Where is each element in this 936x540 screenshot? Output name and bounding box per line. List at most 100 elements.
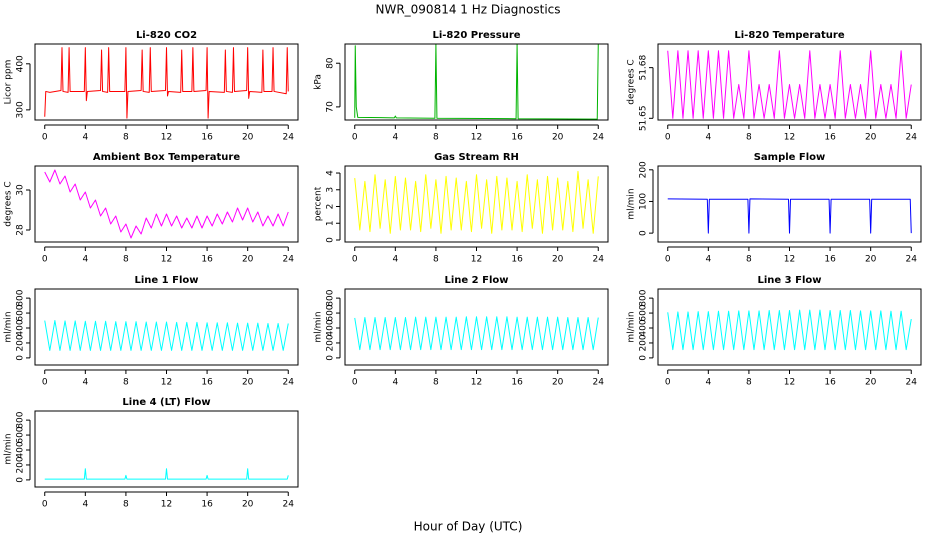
y-tick-label: 2: [326, 204, 336, 210]
y-axis-label: degrees C: [4, 181, 14, 226]
data-line: [44, 47, 289, 119]
x-tick-label: 24: [593, 255, 605, 265]
panel: Ambient Box Temperature degrees C 0 4 8 12 16 2…: [4, 152, 299, 265]
x-tick-label: 4: [82, 133, 88, 143]
x-tick-label: 24: [283, 378, 295, 388]
x-tick-label: 12: [161, 255, 172, 265]
x-tick-label: 24: [283, 500, 295, 510]
data-line: [354, 44, 599, 120]
x-tick-label: 12: [784, 378, 795, 388]
x-tick-label: 0: [42, 133, 48, 143]
y-tick-label: 800: [639, 289, 649, 306]
x-tick-label: 20: [865, 255, 877, 265]
x-tick-label: 8: [433, 133, 439, 143]
x-tick-label: 24: [283, 133, 295, 143]
x-tick-label: 20: [865, 378, 877, 388]
x-tick-label: 12: [784, 133, 795, 143]
panel: Li-820 Pressure kPa 0 4 8 12 16 20 24 70 80: [314, 30, 609, 143]
y-tick-label: 80: [326, 57, 336, 69]
y-tick-label: 400: [16, 441, 26, 458]
x-tick-label: 4: [392, 378, 398, 388]
x-tick-label: 4: [82, 378, 88, 388]
plot-frame: [657, 43, 922, 121]
x-tick-label: 12: [471, 378, 482, 388]
x-tick-label: 20: [242, 133, 254, 143]
x-tick-label: 16: [824, 378, 836, 388]
figure-title: NWR_090814 1 Hz Diagnostics: [375, 3, 560, 17]
x-tick-label: 8: [123, 500, 129, 510]
x-tick-label: 24: [906, 378, 918, 388]
y-axis-label: degrees C: [627, 59, 637, 104]
figure-x-label: Hour of Day (UTC): [414, 520, 523, 534]
x-tick-label: 8: [433, 255, 439, 265]
y-tick-label: 200: [326, 334, 336, 351]
y-tick-label: 200: [16, 456, 26, 473]
x-tick-label: 8: [123, 378, 129, 388]
x-tick-label: 16: [824, 133, 836, 143]
x-tick-label: 8: [746, 255, 752, 265]
x-tick-label: 0: [42, 378, 48, 388]
x-tick-label: 24: [593, 378, 605, 388]
x-tick-label: 12: [161, 378, 172, 388]
plot-area: [667, 50, 912, 119]
x-tick-label: 20: [552, 378, 564, 388]
panel-title: Li-820 CO2: [136, 30, 197, 41]
y-tick-label: 1: [326, 220, 336, 226]
x-tick-label: 4: [82, 255, 88, 265]
panel-title: Ambient Box Temperature: [93, 152, 240, 163]
x-tick-label: 24: [593, 133, 605, 143]
plot-area: [44, 468, 289, 480]
y-axis-label: ml/min: [314, 311, 324, 342]
plot-frame: [657, 288, 922, 366]
panel-title: Gas Stream RH: [434, 152, 519, 163]
x-tick-label: 0: [665, 133, 671, 143]
panel: Line 4 (LT) Flow ml/min 0 4 8 12 16 20 24 0 200400…: [4, 397, 299, 510]
panel-title: Line 2 Flow: [445, 275, 509, 286]
plot-frame: [34, 410, 299, 488]
x-tick-label: 0: [665, 255, 671, 265]
y-tick-label: 0: [639, 355, 649, 361]
x-tick-label: 16: [511, 133, 523, 143]
x-tick-label: 4: [392, 133, 398, 143]
y-tick-label: 0: [16, 477, 26, 483]
x-tick-label: 20: [865, 133, 877, 143]
data-line: [354, 170, 599, 234]
x-tick-label: 16: [511, 255, 523, 265]
y-tick-label: 30: [16, 184, 26, 196]
x-tick-label: 16: [824, 255, 836, 265]
panel-title: Line 1 Flow: [135, 275, 199, 286]
x-tick-label: 24: [283, 255, 295, 265]
x-tick-label: 0: [352, 133, 358, 143]
plot-frame: [344, 165, 609, 243]
x-tick-label: 4: [705, 378, 711, 388]
panel: Li-820 CO2 Licor ppm 0 4 8 12 16 20 24 300 400: [4, 30, 299, 143]
y-axis-label: ml/min: [627, 188, 637, 219]
x-tick-label: 12: [784, 255, 795, 265]
x-tick-label: 16: [201, 133, 213, 143]
x-tick-label: 4: [82, 500, 88, 510]
panel: Line 2 Flow ml/min 0 4 8 12 16 20 24 0 20040060080…: [314, 275, 609, 388]
x-tick-label: 8: [746, 133, 752, 143]
y-tick-label: 28: [16, 224, 26, 236]
plot-area: [667, 309, 912, 351]
plot-area: [44, 169, 289, 239]
plot-frame: [34, 165, 299, 243]
x-tick-label: 20: [552, 255, 564, 265]
y-tick-label: 51.68: [639, 54, 649, 80]
y-axis-label: kPa: [314, 74, 324, 90]
x-tick-label: 0: [42, 255, 48, 265]
y-tick-label: 70: [326, 101, 336, 113]
plot-frame: [657, 165, 922, 243]
y-tick-label: 600: [16, 304, 26, 321]
x-tick-label: 20: [242, 378, 254, 388]
x-tick-label: 8: [746, 378, 752, 388]
y-tick-label: 200: [16, 334, 26, 351]
x-tick-label: 12: [161, 133, 172, 143]
x-tick-label: 0: [352, 378, 358, 388]
panel-title: Li-820 Temperature: [734, 30, 844, 41]
x-tick-label: 16: [201, 378, 213, 388]
x-tick-label: 24: [906, 255, 918, 265]
x-tick-label: 16: [511, 378, 523, 388]
plot-area: [667, 198, 912, 234]
